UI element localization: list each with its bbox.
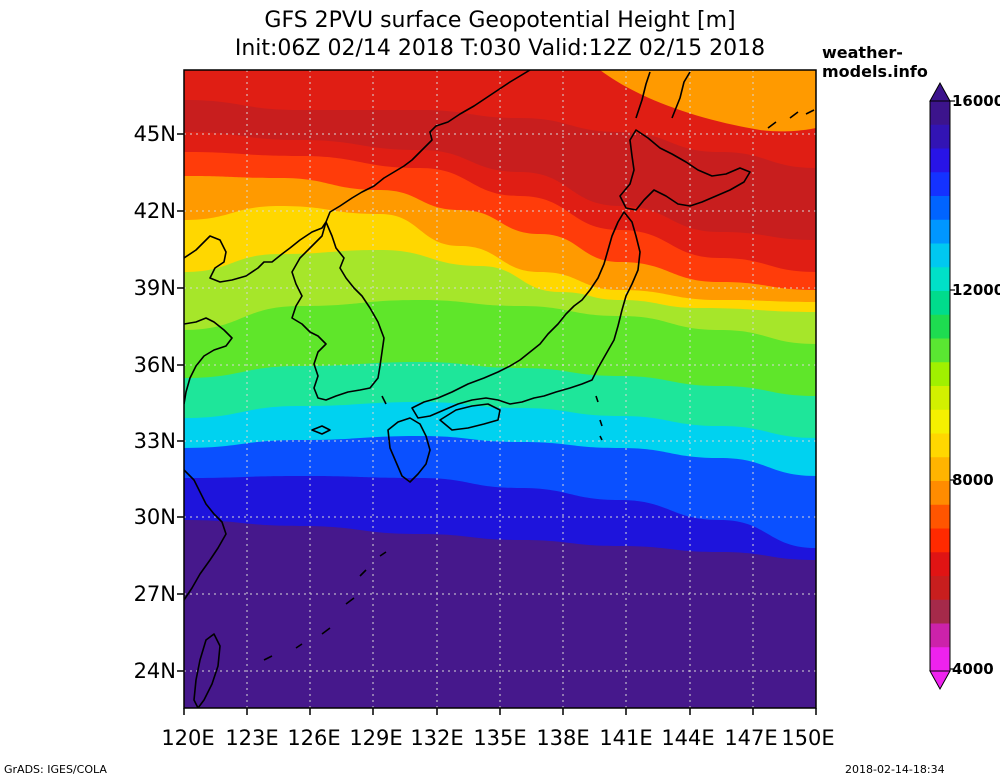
china-coast (184, 317, 233, 405)
izu-islands (595, 395, 603, 441)
lon-label-126e: 126E (287, 726, 341, 750)
hokkaido-coast (619, 129, 751, 211)
lat-label-42n: 42N (133, 199, 176, 223)
lon-label-150e: 150E (781, 726, 835, 750)
colorbar-label-8000: 8000 (952, 471, 994, 489)
jeju-island (311, 425, 331, 435)
axis-ticks (177, 133, 817, 715)
lat-label-36n: 36N (133, 353, 176, 377)
lon-label-120e: 120E (161, 726, 215, 750)
honshu-coast (411, 211, 641, 419)
taiwan-coast (193, 633, 221, 708)
lon-label-141e: 141E (599, 726, 653, 750)
chart-subtitle: Init:06Z 02/14 2018 T:030 Valid:12Z 02/1… (234, 36, 766, 61)
colorbar-label-12000: 12000 (952, 281, 1000, 299)
sakhalin-coast (635, 71, 691, 119)
kuril-islands (767, 109, 815, 129)
software-credit: GrADS: IGES/COLA (4, 763, 107, 776)
site-label: weather-models.info (822, 43, 928, 81)
mainland-coast (184, 70, 531, 283)
lon-label-135e: 135E (473, 726, 527, 750)
coastlines (184, 70, 815, 708)
colorbar-label-16000: 16000 (952, 92, 1000, 110)
lon-label-123e: 123E (225, 726, 279, 750)
ryukyu-islands (263, 551, 387, 661)
lon-label-129e: 129E (349, 726, 403, 750)
lat-label-27n: 27N (133, 582, 176, 606)
lon-label-132e: 132E (410, 726, 464, 750)
band-orange-northeast (600, 70, 816, 132)
tsushima-island (381, 395, 387, 405)
graticule (184, 70, 816, 708)
shikoku-coast (439, 403, 501, 431)
lat-label-33n: 33N (133, 429, 176, 453)
height-field (184, 70, 816, 708)
lon-label-147e: 147E (724, 726, 778, 750)
colorbar-label-4000: 4000 (952, 660, 994, 678)
lon-label-144e: 144E (661, 726, 715, 750)
korea-coast (291, 221, 385, 401)
china-coast-south (184, 469, 227, 601)
lon-label-138e: 138E (536, 726, 590, 750)
chart-title: GFS 2PVU surface Geopotential Height [m] (264, 8, 736, 33)
kyushu-coast (387, 417, 431, 483)
lat-label-39n: 39N (133, 276, 176, 300)
lat-label-45n: 45N (133, 122, 176, 146)
lat-label-30n: 30N (133, 505, 176, 529)
timestamp: 2018-02-14-18:34 (845, 763, 945, 776)
lat-label-24n: 24N (133, 659, 176, 683)
